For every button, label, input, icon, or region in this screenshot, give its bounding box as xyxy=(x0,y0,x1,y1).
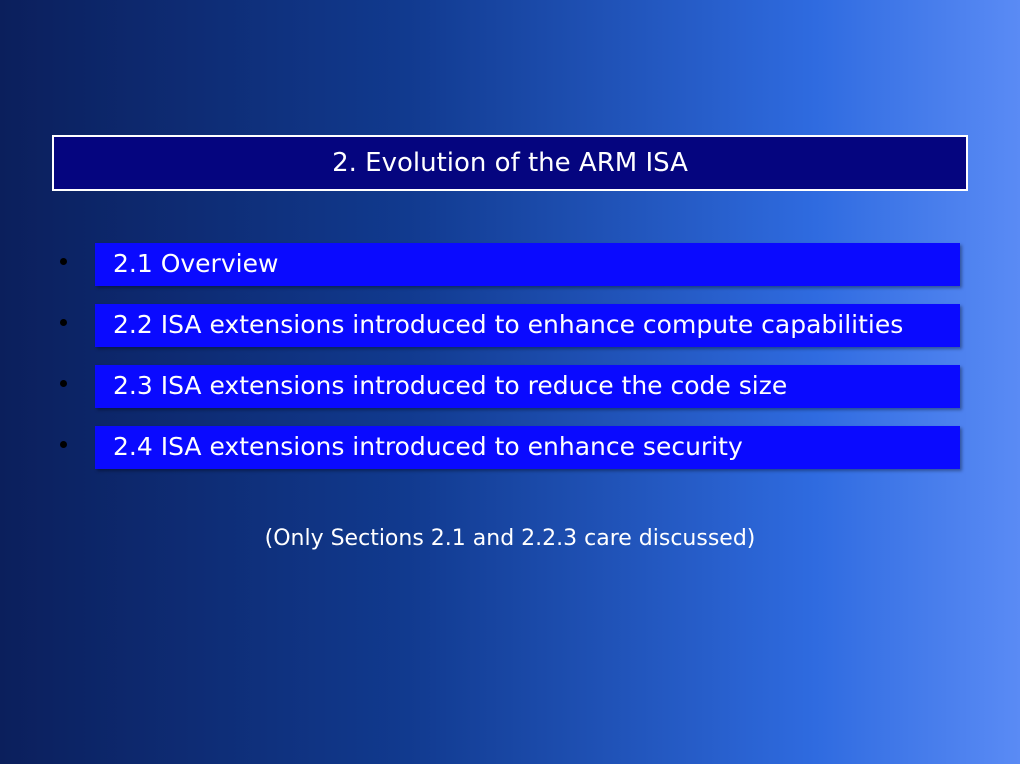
footnote: (Only Sections 2.1 and 2.2.3 care discus… xyxy=(0,526,1020,551)
list-item-box: 2.1 Overview xyxy=(95,243,960,286)
bullet-icon xyxy=(60,380,67,387)
slide-title: 2. Evolution of the ARM ISA xyxy=(332,148,688,178)
list-item-label: 2.1 Overview xyxy=(113,249,278,278)
list-item-label: 2.2 ISA extensions introduced to enhance… xyxy=(113,310,903,339)
outline-list: 2.1 Overview 2.2 ISA extensions introduc… xyxy=(60,243,960,487)
list-item-label: 2.4 ISA extensions introduced to enhance… xyxy=(113,432,743,461)
list-item: 2.4 ISA extensions introduced to enhance… xyxy=(60,426,960,469)
list-item: 2.3 ISA extensions introduced to reduce … xyxy=(60,365,960,408)
bullet-icon xyxy=(60,441,67,448)
list-item-label: 2.3 ISA extensions introduced to reduce … xyxy=(113,371,787,400)
title-box: 2. Evolution of the ARM ISA xyxy=(52,135,968,191)
list-item-box: 2.3 ISA extensions introduced to reduce … xyxy=(95,365,960,408)
list-item: 2.2 ISA extensions introduced to enhance… xyxy=(60,304,960,347)
bullet-icon xyxy=(60,258,67,265)
list-item-box: 2.2 ISA extensions introduced to enhance… xyxy=(95,304,960,347)
bullet-icon xyxy=(60,319,67,326)
list-item-box: 2.4 ISA extensions introduced to enhance… xyxy=(95,426,960,469)
list-item: 2.1 Overview xyxy=(60,243,960,286)
